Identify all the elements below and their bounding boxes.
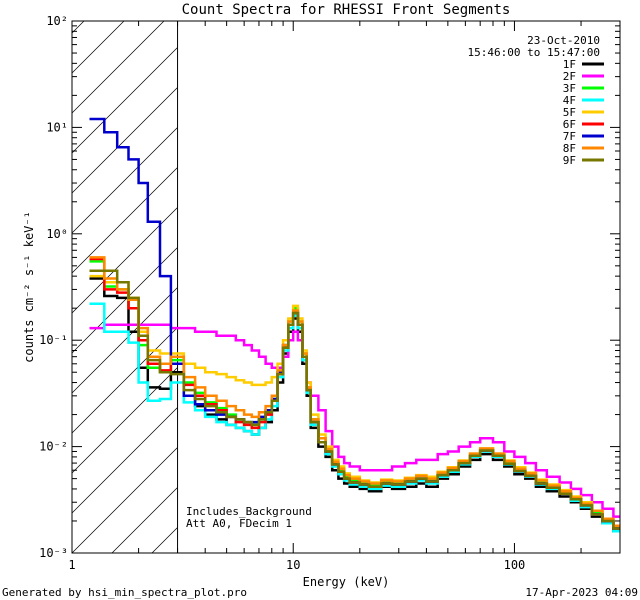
hatch-line — [72, 21, 165, 114]
x-tick-label: 1 — [68, 558, 75, 572]
y-tick-label: 10¹ — [46, 120, 68, 134]
excluded-energy-region — [0, 0, 640, 553]
x-axis-label: Energy (keV) — [303, 575, 390, 589]
y-axis-label: counts cm⁻² s⁻¹ keV⁻¹ — [22, 211, 36, 363]
series-line-1F — [89, 277, 620, 533]
chart-title: Count Spectra for RHESSI Front Segments — [182, 2, 511, 18]
legend-label-6F: 6F — [563, 118, 576, 131]
hatch-line — [72, 87, 177, 194]
background-note: Includes_Background — [186, 505, 312, 518]
legend-label-7F: 7F — [563, 130, 576, 143]
hatch-line — [72, 247, 177, 354]
y-tick-label: 10⁻² — [39, 440, 68, 454]
legend-label-4F: 4F — [563, 94, 576, 107]
time-range-label: 15:46:00 to 15:47:00 — [468, 46, 600, 59]
hatch-line — [72, 207, 177, 314]
hatch-line — [232, 0, 640, 553]
hatch-line — [72, 287, 177, 394]
y-tick-label: 10⁻³ — [39, 546, 68, 560]
hatch-line — [72, 47, 177, 154]
legend-label-9F: 9F — [563, 154, 576, 167]
legend-label-2F: 2F — [563, 70, 576, 83]
hatch-line — [72, 167, 177, 274]
legend-label-8F: 8F — [563, 142, 576, 155]
footer-generated: Generated by hsi_min_spectra_plot.pro — [2, 586, 247, 599]
hatch-line — [72, 127, 177, 234]
series-line-2F — [89, 323, 620, 518]
plot-frame — [71, 20, 621, 554]
y-tick-label: 10⁻¹ — [39, 333, 68, 347]
x-tick-label: 10 — [286, 558, 300, 572]
hatch-line — [72, 367, 177, 474]
date-label: 23-Oct-2010 — [527, 34, 600, 47]
x-tick-label: 100 — [504, 558, 526, 572]
series-line-8F — [89, 256, 620, 528]
series-line-9F — [89, 269, 620, 530]
hatch-line — [72, 447, 177, 553]
footer-timestamp: 17-Apr-2023 04:09 — [525, 586, 638, 599]
y-tick-label: 10² — [46, 14, 68, 28]
hatch-line — [72, 407, 177, 514]
attenuator-note: Att A0, FDecim 1 — [186, 517, 292, 530]
legend-label-5F: 5F — [563, 106, 576, 119]
legend-label-1F: 1F — [563, 58, 576, 71]
hatch-line — [0, 0, 72, 553]
y-tick-label: 10⁰ — [46, 227, 68, 241]
legend-label-3F: 3F — [563, 82, 576, 95]
